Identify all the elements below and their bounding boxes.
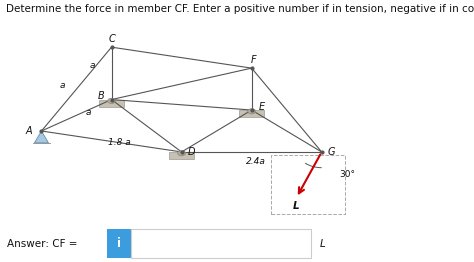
Text: B: B bbox=[97, 91, 104, 101]
Text: A: A bbox=[26, 126, 32, 136]
Text: G: G bbox=[328, 147, 335, 157]
Text: D: D bbox=[188, 147, 195, 157]
FancyBboxPatch shape bbox=[107, 229, 131, 258]
Circle shape bbox=[248, 109, 255, 114]
Text: a: a bbox=[85, 108, 91, 117]
Text: Determine the force in member CF. Enter a positive number if in tension, negativ: Determine the force in member CF. Enter … bbox=[6, 4, 474, 14]
Text: L: L bbox=[293, 201, 300, 211]
Text: a: a bbox=[89, 61, 95, 70]
Text: 30°: 30° bbox=[339, 170, 355, 179]
Circle shape bbox=[108, 98, 115, 103]
Text: C: C bbox=[108, 34, 115, 44]
FancyBboxPatch shape bbox=[131, 229, 311, 258]
Text: F: F bbox=[251, 55, 256, 65]
Text: Answer: CF =: Answer: CF = bbox=[7, 239, 78, 249]
Polygon shape bbox=[99, 100, 124, 107]
Polygon shape bbox=[239, 110, 264, 117]
Text: 1.8 a: 1.8 a bbox=[108, 138, 131, 147]
Polygon shape bbox=[169, 152, 194, 159]
Polygon shape bbox=[35, 131, 48, 143]
Text: i: i bbox=[117, 237, 121, 250]
Text: 2.4a: 2.4a bbox=[246, 157, 265, 166]
Text: a: a bbox=[60, 81, 65, 90]
Text: L: L bbox=[320, 239, 326, 249]
Circle shape bbox=[178, 151, 185, 156]
Text: E: E bbox=[258, 102, 264, 112]
